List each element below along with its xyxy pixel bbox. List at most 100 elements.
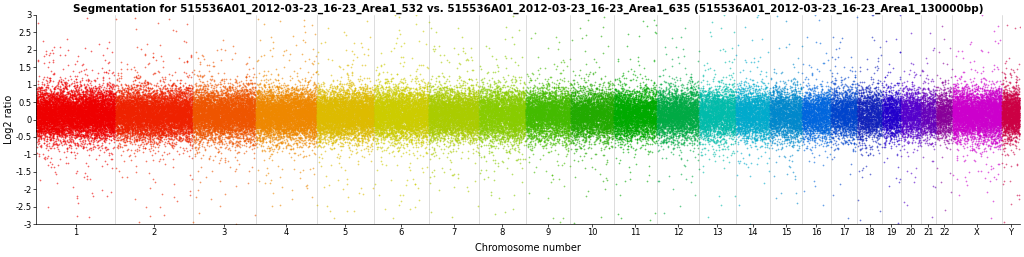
Point [456,121,472,125]
Point [383,121,399,125]
Point [590,112,606,116]
Point [93,110,110,114]
Point [97,106,114,110]
Point [417,117,433,121]
Point [750,59,766,63]
Point [542,90,558,95]
Point [30,130,46,134]
Point [357,103,374,107]
Point [62,105,79,109]
Point [676,97,692,101]
Point [710,99,726,104]
Point [573,104,590,108]
Point [520,108,537,112]
Point [521,113,538,117]
Point [122,107,138,111]
Point [592,109,608,113]
Point [1010,98,1024,102]
Point [963,110,979,114]
Point [699,91,716,96]
Point [388,113,404,117]
Point [836,119,852,123]
Point [37,115,53,119]
Point [49,90,66,94]
Point [664,125,680,129]
Point [224,99,241,104]
Point [424,131,440,135]
Point [793,121,809,125]
Point [798,111,814,115]
Point [313,111,330,115]
Point [419,120,435,124]
Point [887,131,903,135]
Point [90,116,106,120]
Point [43,105,59,109]
Point [272,105,289,109]
Point [219,127,236,131]
Point [132,96,148,100]
Point [305,130,322,134]
Point [295,126,311,130]
Point [45,142,61,146]
Point [354,134,371,138]
Point [457,100,473,104]
Point [175,101,191,105]
Point [930,109,946,114]
Point [240,112,256,116]
Point [941,127,957,131]
Point [670,114,686,118]
Point [868,121,885,125]
Point [947,133,964,137]
Point [403,112,420,116]
Point [743,121,760,125]
Point [625,94,641,98]
Point [778,112,795,116]
Point [175,115,191,119]
Point [322,115,338,119]
Point [748,100,764,104]
Point [110,110,126,114]
Point [970,105,986,109]
Point [697,112,714,116]
Point [261,109,278,114]
Point [672,97,688,101]
Point [565,85,582,89]
Point [658,118,675,122]
Point [810,113,826,117]
Point [946,115,963,119]
Point [467,120,483,124]
Point [366,122,382,126]
Point [82,120,98,124]
Point [55,115,72,119]
Point [423,126,439,130]
Point [532,109,549,114]
Point [352,110,369,114]
Point [80,130,96,134]
Point [845,125,861,129]
Point [430,132,446,136]
Point [503,101,519,105]
Point [46,129,62,133]
Point [758,111,774,115]
Point [214,121,230,125]
Point [412,93,428,97]
Point [1007,101,1023,105]
Point [515,103,531,107]
Point [637,84,653,88]
Point [57,115,74,119]
Point [1006,105,1022,109]
Point [623,106,639,110]
Point [408,118,424,123]
Point [254,110,270,114]
Point [121,87,137,91]
Point [955,133,972,137]
Point [218,102,234,106]
Point [591,108,607,112]
Point [355,122,372,126]
Point [452,101,468,105]
Point [501,104,517,108]
Point [400,108,417,112]
Point [279,109,295,113]
Point [510,102,526,106]
Point [821,127,838,131]
